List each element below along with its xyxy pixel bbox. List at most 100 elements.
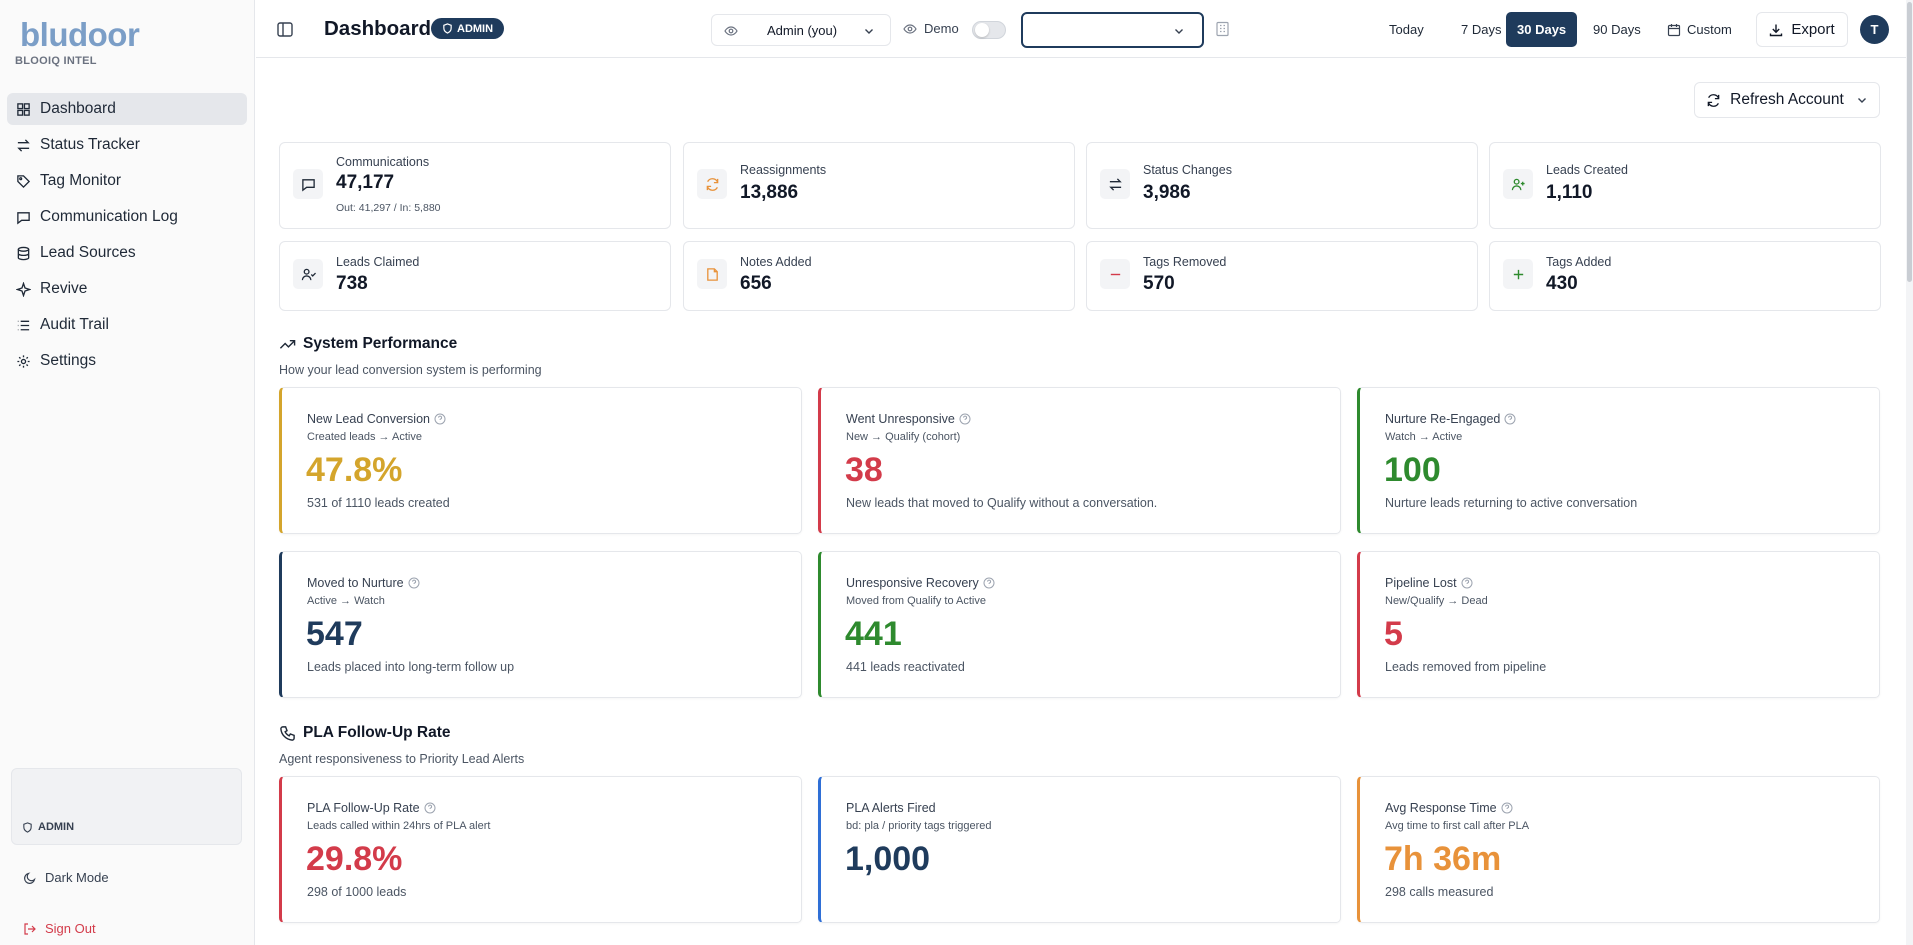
export-label: Export	[1791, 21, 1835, 38]
help-circle-icon[interactable]	[424, 802, 436, 814]
sidebar-item-audit-trail[interactable]: Audit Trail	[7, 309, 247, 341]
shield-icon	[443, 23, 452, 34]
avatar[interactable]: T	[1860, 15, 1889, 44]
stat-card-communications: Communications 47,177 Out: 41,297 / In: …	[279, 142, 671, 229]
metric-label-text: Went Unresponsive	[846, 412, 955, 426]
metric-sub: New/Qualify → Dead	[1385, 595, 1488, 607]
metric-card-unresponsive-recovery: Unresponsive Recovery Moved from Qualify…	[818, 551, 1341, 698]
pla-section-title: PLA Follow-Up Rate	[279, 724, 451, 742]
metric-label-text: Avg Response Time	[1385, 801, 1497, 815]
help-circle-icon[interactable]	[959, 413, 971, 425]
view-as-value: Admin (you)	[767, 23, 838, 38]
note-icon	[697, 259, 727, 289]
sidebar: bludoor BLOOIQ INTEL Dashboard Status Tr…	[0, 0, 255, 945]
export-button[interactable]: Export	[1756, 12, 1848, 47]
metric-desc: New leads that moved to Qualify without …	[846, 496, 1158, 510]
sidebar-item-dashboard[interactable]: Dashboard	[7, 93, 247, 125]
page-scrollbar[interactable]	[1906, 0, 1913, 945]
metric-card-pla-alerts-fired: PLA Alerts Fired bd: pla / priority tags…	[818, 776, 1341, 923]
range-custom-button[interactable]: Custom	[1656, 12, 1743, 47]
stat-value: 3,986	[1143, 182, 1191, 203]
refresh-icon	[697, 169, 727, 199]
sidebar-item-lead-sources[interactable]: Lead Sources	[7, 237, 247, 269]
stat-card-notes-added: Notes Added 656	[683, 241, 1075, 311]
stat-value: 570	[1143, 273, 1175, 294]
refresh-account-button[interactable]: Refresh Account	[1694, 82, 1880, 118]
stat-label: Leads Claimed	[336, 255, 420, 269]
metric-sub: Moved from Qualify to Active	[846, 595, 986, 607]
metric-value: 38	[845, 451, 883, 489]
minus-icon	[1100, 259, 1130, 289]
metric-value: 47.8%	[306, 451, 403, 489]
demo-label-text: Demo	[924, 21, 959, 36]
user-plus-icon	[1503, 169, 1533, 199]
eye-icon	[903, 23, 917, 34]
metric-label: Went Unresponsive	[846, 412, 971, 426]
dark-mode-toggle[interactable]: Dark Mode	[23, 870, 109, 885]
chevron-down-icon	[865, 29, 873, 34]
metric-label-text: Pipeline Lost	[1385, 576, 1457, 590]
help-circle-icon[interactable]	[434, 413, 446, 425]
metric-sub: Created leads → Active	[307, 431, 422, 443]
sidebar-item-label: Tag Monitor	[40, 172, 121, 189]
role-text: ADMIN	[38, 821, 75, 833]
metric-desc: Nurture leads returning to active conver…	[1385, 496, 1638, 510]
system-performance-title: System Performance	[279, 335, 457, 353]
metric-card-went-unresponsive: Went Unresponsive New → Qualify (cohort)…	[818, 387, 1341, 534]
brand-logo[interactable]: bludoor	[20, 16, 140, 53]
help-circle-icon[interactable]	[983, 577, 995, 589]
scrollbar-thumb[interactable]	[1907, 2, 1912, 282]
moon-icon	[24, 871, 36, 884]
phone-icon	[280, 725, 295, 741]
view-as-select[interactable]: Admin (you)	[711, 14, 891, 46]
sidebar-item-label: Revive	[40, 280, 88, 297]
metric-sub: Leads called within 24hrs of PLA alert	[307, 820, 491, 832]
message-icon	[293, 169, 323, 199]
shield-icon	[23, 821, 32, 833]
sparkle-icon	[16, 281, 31, 297]
eye-icon	[724, 26, 738, 36]
metric-sub: Avg time to first call after PLA	[1385, 820, 1530, 832]
range-7-days-button[interactable]: 7 Days	[1461, 22, 1502, 37]
metric-value: 29.8%	[306, 840, 403, 878]
sidebar-item-label: Lead Sources	[40, 244, 136, 261]
sidebar-item-status-tracker[interactable]: Status Tracker	[7, 129, 247, 161]
sign-out-button[interactable]: Sign Out	[23, 921, 96, 936]
help-circle-icon[interactable]	[1501, 802, 1513, 814]
metric-label: Moved to Nurture	[307, 576, 420, 590]
sidebar-item-tag-monitor[interactable]: Tag Monitor	[7, 165, 247, 197]
sign-out-label: Sign Out	[45, 921, 96, 936]
account-select[interactable]	[1021, 12, 1204, 48]
metric-value: 7h 36m	[1384, 840, 1502, 878]
metric-label-text: PLA Alerts Fired	[846, 801, 936, 815]
range-30-days-button[interactable]: 30 Days	[1506, 12, 1578, 47]
range-90-days-button[interactable]: 90 Days	[1593, 22, 1641, 37]
stat-value: 430	[1546, 273, 1578, 294]
metric-label-text: PLA Follow-Up Rate	[307, 801, 420, 815]
sidebar-item-settings[interactable]: Settings	[7, 345, 247, 377]
stat-card-reassignments: Reassignments 13,886	[683, 142, 1075, 229]
sidebar-item-revive[interactable]: Revive	[7, 273, 247, 305]
demo-toggle[interactable]	[972, 21, 1006, 39]
plus-icon	[1503, 259, 1533, 289]
arrows-exchange-icon	[1100, 169, 1130, 199]
dark-mode-label: Dark Mode	[45, 870, 109, 885]
sidebar-item-label: Communication Log	[40, 208, 178, 225]
stat-card-tags-added: Tags Added 430	[1489, 241, 1881, 311]
metric-card-avg-response-time: Avg Response Time Avg time to first call…	[1357, 776, 1880, 923]
pla-section-subtitle: Agent responsiveness to Priority Lead Al…	[279, 752, 525, 766]
help-circle-icon[interactable]	[1461, 577, 1473, 589]
metric-desc: Leads removed from pipeline	[1385, 660, 1547, 674]
metric-desc: Leads placed into long-term follow up	[307, 660, 515, 674]
system-performance-subtitle: How your lead conversion system is perfo…	[279, 363, 542, 377]
help-circle-icon[interactable]	[1504, 413, 1516, 425]
sidebar-toggle-icon[interactable]	[277, 22, 293, 37]
range-today-button[interactable]: Today	[1389, 22, 1424, 37]
metric-card-pipeline-lost: Pipeline Lost New/Qualify → Dead 5 Leads…	[1357, 551, 1880, 698]
help-circle-icon[interactable]	[408, 577, 420, 589]
refresh-account-label: Refresh Account	[1730, 91, 1844, 108]
sidebar-item-label: Status Tracker	[40, 136, 140, 153]
sidebar-item-communication-log[interactable]: Communication Log	[7, 201, 247, 233]
metric-desc: 531 of 1110 leads created	[307, 496, 450, 510]
metric-sub: Watch → Active	[1385, 431, 1463, 443]
